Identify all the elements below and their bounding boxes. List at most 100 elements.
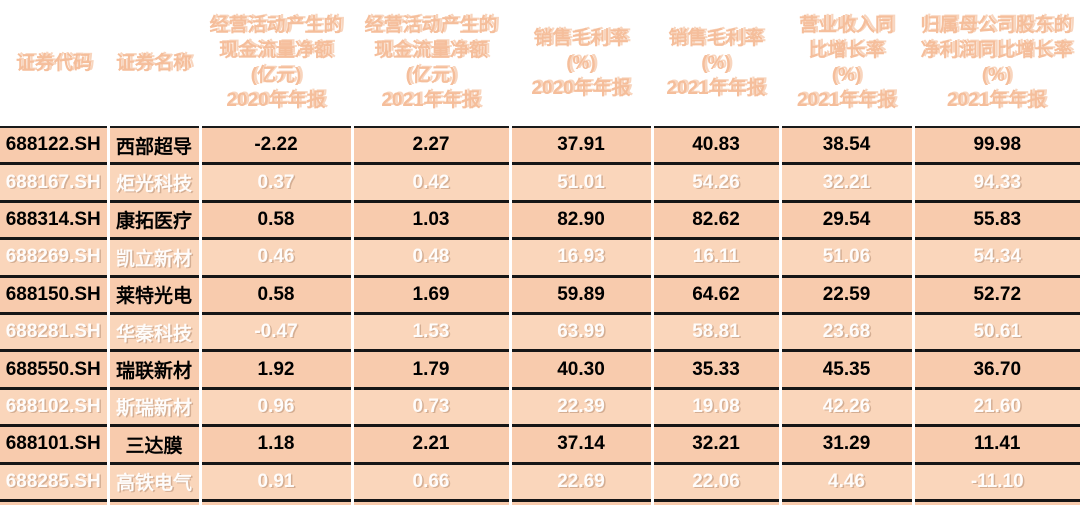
column-header-ocf_2021: 经营活动产生的 现金流量净额 (亿元) 2021年年报 (352, 0, 510, 127)
value-cell: 1.79 (350, 350, 510, 389)
value-cell: 54.34 (911, 238, 1080, 277)
value-cell: 22.69 (508, 463, 652, 501)
stock-name-cell: 炬光科技 (106, 163, 200, 202)
column-header-line: 2020年年报 (226, 90, 326, 111)
value-cell: 0.58 (198, 201, 352, 239)
column-header-line: 证券名称 (115, 52, 192, 74)
value-cell: -161.48 (911, 500, 1080, 505)
stock-code-cell: 688167.SH (0, 163, 108, 202)
table-body: 688122.SH 西部超导 -2.22 2.27 37.91 40.83 38.54 99.… (0, 127, 1080, 505)
value-cell: 82.90 (508, 201, 652, 239)
table-row: 688167.SH 炬光科技 0.37 0.42 51.01 54.26 32.21 94.3… (0, 163, 1080, 202)
column-header-np_yoy: 归属母公司股东的 净利润同比增长率 (%) 2021年年报 (913, 0, 1080, 127)
column-header-rev_yoy: 营业收入同 比增长率 (%) 2021年年报 (780, 0, 913, 127)
value-cell: 21.60 (911, 388, 1080, 426)
value-cell: 55.83 (911, 201, 1080, 239)
value-cell: 37.91 (508, 127, 652, 164)
column-header-gm_2021: 销售毛利率 (%) 2021年年报 (652, 0, 780, 127)
value-cell: -0.47 (198, 313, 352, 351)
value-cell: 11.41 (911, 425, 1080, 464)
column-header-gm_2020: 销售毛利率 (%) 2020年年报 (510, 0, 652, 127)
value-cell: 0.91 (198, 500, 352, 505)
stock-code-cell: 688333.SH (0, 500, 108, 505)
value-cell: -2.22 (198, 127, 352, 164)
stock-name-cell: 莱特光电 (106, 276, 200, 314)
column-header-line: 2021年年报 (946, 90, 1047, 111)
stock-code-cell: 688281.SH (0, 313, 108, 351)
column-header-line: 比增长率 (808, 40, 885, 61)
table-row: 688550.SH 瑞联新材 1.92 1.79 40.30 35.33 45.35 36.7… (0, 350, 1080, 389)
value-cell: 1.18 (198, 425, 352, 464)
value-cell: 23.68 (778, 313, 913, 351)
value-cell: 48.23 (650, 500, 780, 505)
value-cell: 82.62 (650, 201, 780, 239)
value-cell: 33.92 (778, 500, 913, 505)
value-cell: 51.06 (778, 238, 913, 277)
value-cell: 51.01 (508, 163, 652, 202)
column-header-ocf_2020: 经营活动产生的 现金流量净额 (亿元) 2020年年报 (200, 0, 352, 127)
value-cell: 37.14 (508, 425, 652, 464)
value-cell: 32.21 (650, 425, 780, 464)
value-cell: 29.54 (778, 201, 913, 239)
stock-code-cell: 688150.SH (0, 276, 108, 314)
table-row: 688122.SH 西部超导 -2.22 2.27 37.91 40.83 38.54 99.… (0, 127, 1080, 164)
value-cell: 52.72 (508, 500, 652, 505)
column-header-name: 证券名称 (108, 0, 200, 127)
stock-name-cell: 华秦科技 (106, 313, 200, 351)
value-cell: 0.48 (350, 238, 510, 277)
value-cell: 0.58 (198, 276, 352, 314)
column-header-line: (亿元) (405, 65, 457, 86)
value-cell: -11.10 (911, 463, 1080, 501)
value-cell: 22.06 (650, 463, 780, 501)
value-cell: 0.46 (198, 238, 352, 277)
value-cell: 64.62 (650, 276, 780, 314)
value-cell: 35.33 (650, 350, 780, 389)
value-cell: 1.92 (198, 350, 352, 389)
column-header-line: 2021年年报 (381, 90, 481, 111)
value-cell: 59.89 (508, 276, 652, 314)
column-header-line: 销售毛利率 (668, 27, 764, 49)
value-cell: 32.21 (778, 163, 913, 202)
value-cell: 0.96 (198, 388, 352, 426)
stock-name-cell: 西部超导 (106, 127, 200, 164)
value-cell: 2.27 (350, 127, 510, 164)
table-row: 688102.SH 斯瑞新材 0.96 0.73 22.39 19.08 42.26 21.6… (0, 388, 1080, 426)
value-cell: 99.98 (911, 127, 1080, 164)
table-row: 688314.SH 康拓医疗 0.58 1.03 82.90 82.62 29.54 55.8… (0, 201, 1080, 239)
column-header-code: 证券代码 (0, 0, 108, 127)
value-cell: 19.08 (650, 388, 780, 426)
column-header-line: 销售毛利率 (533, 27, 629, 49)
table-row: 688101.SH 三达膜 1.18 2.21 37.14 32.21 31.29 11.41 (0, 425, 1080, 464)
stock-code-cell: 688314.SH (0, 201, 108, 239)
value-cell: 40.83 (650, 127, 780, 164)
value-cell: 45.35 (778, 350, 913, 389)
stock-name-cell: 铂力特 (106, 500, 200, 505)
value-cell: 2.21 (350, 425, 510, 464)
value-cell: 1.03 (350, 201, 510, 239)
column-header-line: (亿元) (250, 65, 302, 86)
value-cell: 0.91 (198, 463, 352, 501)
header-row: 证券代码 证券名称 经营活动产生的 现金流量净额 (亿元) 2020年年报 经营活动产生的现… (0, 0, 1080, 127)
value-cell: 36.70 (911, 350, 1080, 389)
stock-code-cell: 688550.SH (0, 350, 108, 389)
value-cell: 31.29 (778, 425, 913, 464)
column-header-line: 营业收入同 (798, 15, 894, 36)
column-header-line: 2020年年报 (531, 77, 631, 99)
stock-name-cell: 凯立新材 (106, 238, 200, 277)
stock-name-cell: 高铁电气 (106, 463, 200, 501)
table-row: 688281.SH 华秦科技 -0.47 1.53 63.99 58.81 23.68 50.… (0, 313, 1080, 351)
column-header-line: 经营活动产生的 (364, 15, 498, 36)
column-header-line: 现金流量净额 (218, 40, 333, 61)
table-row: 688285.SH 高铁电气 0.91 0.66 22.69 22.06 4.46 -11.1… (0, 463, 1080, 501)
column-header-line: 现金流量净额 (373, 40, 488, 61)
table-row: 688150.SH 莱特光电 0.58 1.69 59.89 64.62 22.59 52.7… (0, 276, 1080, 314)
value-cell: 1.69 (350, 276, 510, 314)
stock-code-cell: 688122.SH (0, 127, 108, 164)
stock-name-cell: 斯瑞新材 (106, 388, 200, 426)
stock-code-cell: 688102.SH (0, 388, 108, 426)
table-row: 688333.SH铂力特0.910.2752.7248.2333.92-161.… (0, 500, 1080, 505)
value-cell: 0.37 (198, 163, 352, 202)
value-cell: 58.81 (650, 313, 780, 351)
value-cell: 38.54 (778, 127, 913, 164)
